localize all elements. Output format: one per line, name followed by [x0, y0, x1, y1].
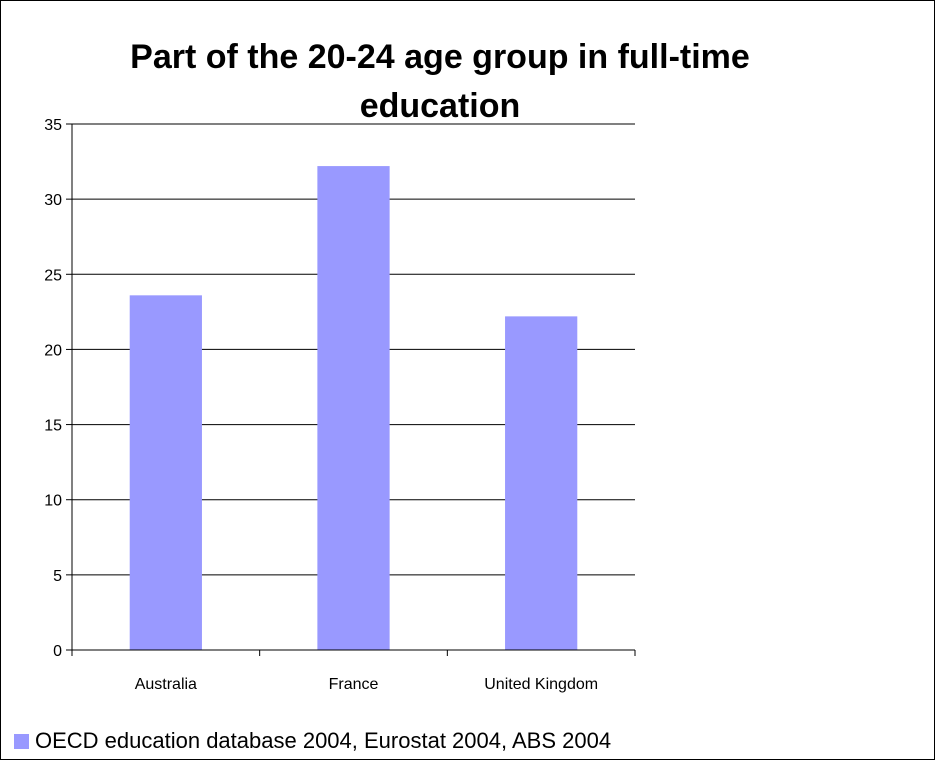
- y-tick-label: 0: [53, 643, 62, 660]
- x-tick-label: France: [329, 676, 379, 693]
- y-tick-label: 35: [44, 117, 62, 134]
- y-tick-label: 20: [44, 342, 62, 359]
- y-tick-label: 30: [44, 192, 62, 209]
- bar-australia: [129, 295, 202, 650]
- y-tick-label: 25: [44, 267, 62, 284]
- chart-title-line-1: Part of the 20-24 age group in full-time: [130, 38, 750, 76]
- y-tick-label: 10: [44, 493, 62, 510]
- bar-france: [317, 166, 390, 650]
- x-tick-label: United Kingdom: [484, 676, 598, 693]
- legend-label: OECD education database 2004, Eurostat 2…: [35, 728, 612, 753]
- chart-title-line-2: education: [359, 87, 521, 125]
- y-tick-label: 5: [53, 568, 62, 585]
- bar-united-kingdom: [505, 316, 578, 650]
- legend: OECD education database 2004, Eurostat 2…: [14, 727, 611, 755]
- x-tick-label: Australia: [135, 676, 197, 693]
- legend-swatch: [14, 733, 29, 749]
- y-tick-label: 15: [44, 418, 62, 435]
